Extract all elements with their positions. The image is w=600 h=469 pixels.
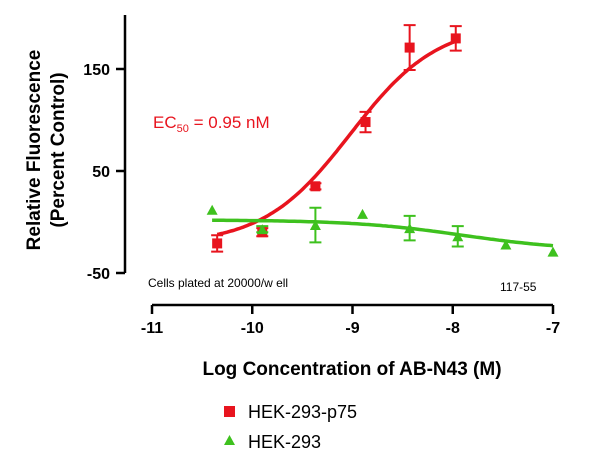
data-point (500, 239, 512, 250)
data-point (206, 204, 218, 215)
y-tick-label: -50 (87, 266, 110, 283)
x-tick-label: -11 (141, 320, 163, 337)
y-ticks: -50 50 150 (83, 62, 125, 283)
fit-curve-hek-293 (212, 218, 554, 248)
x-tick-label: -9 (345, 320, 359, 337)
experiment-id-note: 117-55 (500, 280, 537, 294)
series-hek-293-p75 (211, 24, 462, 253)
legend-label-hek293: HEK-293 (248, 432, 321, 452)
x-tick-label: -10 (241, 320, 264, 337)
x-tick-label: -7 (546, 320, 560, 337)
y-tick-label: 150 (83, 62, 110, 79)
y-axis-title-line1: Relative Fluorescence (24, 50, 45, 251)
data-point (256, 224, 268, 235)
legend-label-hek293-p75: HEK-293-p75 (248, 402, 357, 422)
data-point (310, 181, 321, 192)
legend: HEK-293-p75 HEK-293 (224, 402, 357, 452)
data-point (547, 246, 559, 257)
data-point (404, 223, 416, 234)
y-tick-label: 50 (92, 164, 110, 181)
x-axis-title: Log Concentration of AB-N43 (M) (202, 359, 501, 380)
cells-plated-note: Cells plated at 20000/w ell (148, 276, 288, 290)
ec50-subscript: 50 (177, 123, 189, 135)
x-tick-label: -8 (446, 320, 460, 337)
series-hek-293 (206, 204, 559, 257)
data-point (360, 117, 371, 128)
data-point (212, 238, 223, 249)
legend-marker-hek293 (224, 435, 235, 445)
plot-area (206, 24, 559, 257)
ec50-annotation: EC50 = 0.95 nM (153, 113, 270, 135)
axes (123, 15, 553, 307)
data-point (404, 42, 415, 53)
x-ticks: -11 -10 -9 -8 -7 (141, 305, 560, 337)
fit-curve-hek-293-p75 (216, 39, 457, 237)
data-point (357, 208, 369, 219)
data-point (309, 220, 321, 231)
legend-marker-hek293-p75 (224, 406, 235, 417)
data-point (452, 231, 464, 242)
y-axis-title-line2: (Percent Control) (48, 72, 69, 227)
data-point (450, 33, 461, 44)
